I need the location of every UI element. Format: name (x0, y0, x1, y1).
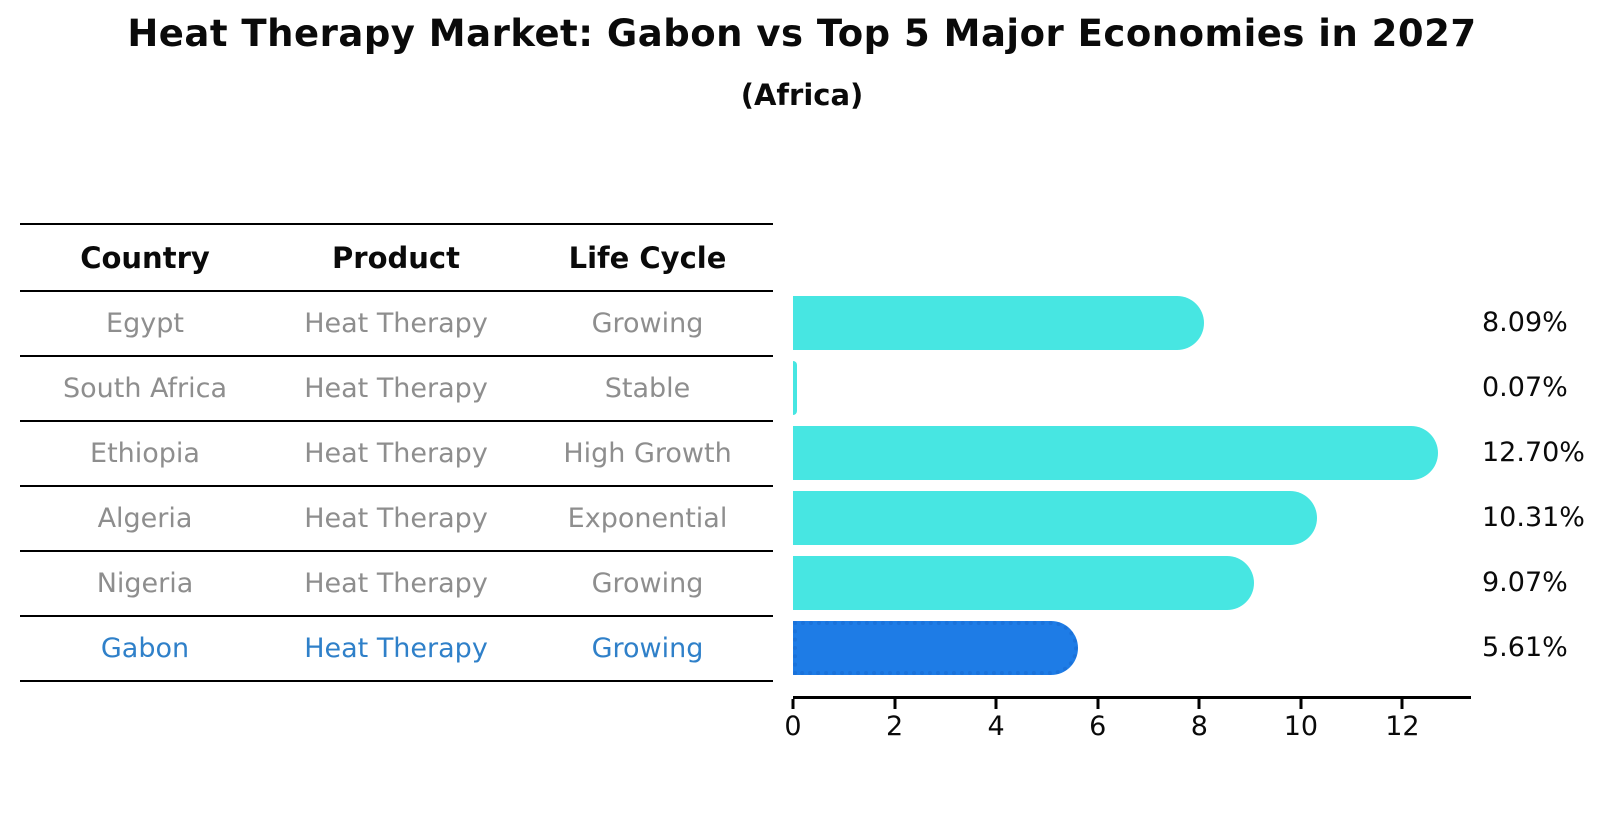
x-tick-label-6: 6 (1089, 711, 1107, 742)
table-row-algeria: Algeria Heat Therapy Exponential (20, 487, 773, 552)
bar-value-label-south-africa: 0.07% (1482, 372, 1568, 403)
bar-value-label-ethiopia: 12.70% (1482, 437, 1585, 468)
bar-south-africa (793, 360, 797, 415)
cell-life-cycle: Exponential (567, 503, 728, 534)
bar-value-label-algeria: 10.31% (1482, 502, 1585, 533)
cell-country: Gabon (100, 633, 190, 664)
x-axis-ticks: 0 2 4 6 8 10 12 (784, 699, 1470, 759)
column-header-product: Product (332, 240, 460, 275)
x-tick-mark-12 (1400, 699, 1404, 709)
x-tick-label-8: 8 (1190, 711, 1208, 742)
table-row-gabon: Gabon Heat Therapy Growing (20, 617, 773, 682)
cell-country: Algeria (97, 503, 193, 534)
bar-gabon (793, 620, 1078, 675)
x-tick-label-0: 0 (784, 711, 802, 742)
x-tick-mark-10 (1299, 699, 1303, 709)
chart-title: Heat Therapy Market: Gabon vs Top 5 Majo… (127, 12, 1477, 55)
table-row-south-africa: South Africa Heat Therapy Stable (20, 357, 773, 422)
bar-value-label-egypt: 8.09% (1482, 307, 1568, 338)
cell-product: Heat Therapy (304, 633, 488, 664)
x-tick-mark-8 (1197, 699, 1201, 709)
x-axis-line (793, 696, 1471, 699)
cell-country: Nigeria (96, 568, 194, 599)
cell-product: Heat Therapy (304, 308, 488, 339)
cell-country: Egypt (106, 308, 184, 339)
table-row-nigeria: Nigeria Heat Therapy Growing (20, 552, 773, 617)
x-tick-label-2: 2 (885, 711, 904, 742)
chart-subtitle: (Africa) (740, 78, 864, 112)
cell-life-cycle: Growing (591, 633, 704, 664)
x-tick-mark-4 (994, 699, 998, 709)
cell-life-cycle: Growing (591, 568, 704, 599)
x-tick-label-10: 10 (1283, 711, 1319, 742)
bar-egypt (793, 295, 1204, 350)
x-tick-mark-6 (1096, 699, 1100, 709)
cell-product: Heat Therapy (304, 503, 488, 534)
x-tick-label-4: 4 (987, 711, 1005, 742)
table-row-egypt: Egypt Heat Therapy Growing (20, 292, 773, 357)
value-labels-layer: 8.09% 0.07% 12.70% 10.31% 9.07% 5.61% (1482, 290, 1604, 680)
x-tick-label-12: 12 (1385, 711, 1420, 742)
table-row-ethiopia: Ethiopia Heat Therapy High Growth (20, 422, 773, 487)
cell-country: Ethiopia (90, 438, 200, 469)
cell-life-cycle: High Growth (563, 438, 732, 469)
cell-life-cycle: Growing (591, 308, 704, 339)
bar-ethiopia (793, 425, 1438, 480)
cell-product: Heat Therapy (304, 438, 488, 469)
bar-value-label-gabon: 5.61% (1482, 632, 1568, 663)
table-header-row: Country Product Life Cycle (20, 223, 773, 292)
cell-country: South Africa (62, 373, 228, 404)
cell-product: Heat Therapy (304, 568, 488, 599)
x-tick-mark-0 (791, 699, 795, 709)
bar-nigeria (793, 555, 1254, 610)
column-header-life-cycle: Life Cycle (568, 240, 727, 275)
x-tick-mark-2 (893, 699, 897, 709)
column-header-country: Country (80, 240, 210, 275)
cell-product: Heat Therapy (304, 373, 488, 404)
bars-layer (793, 290, 1470, 680)
cell-life-cycle: Stable (604, 373, 691, 404)
bar-value-label-nigeria: 9.07% (1482, 567, 1568, 598)
country-table: Country Product Life Cycle Egypt Heat Th… (20, 223, 773, 682)
bar-algeria (793, 490, 1317, 545)
